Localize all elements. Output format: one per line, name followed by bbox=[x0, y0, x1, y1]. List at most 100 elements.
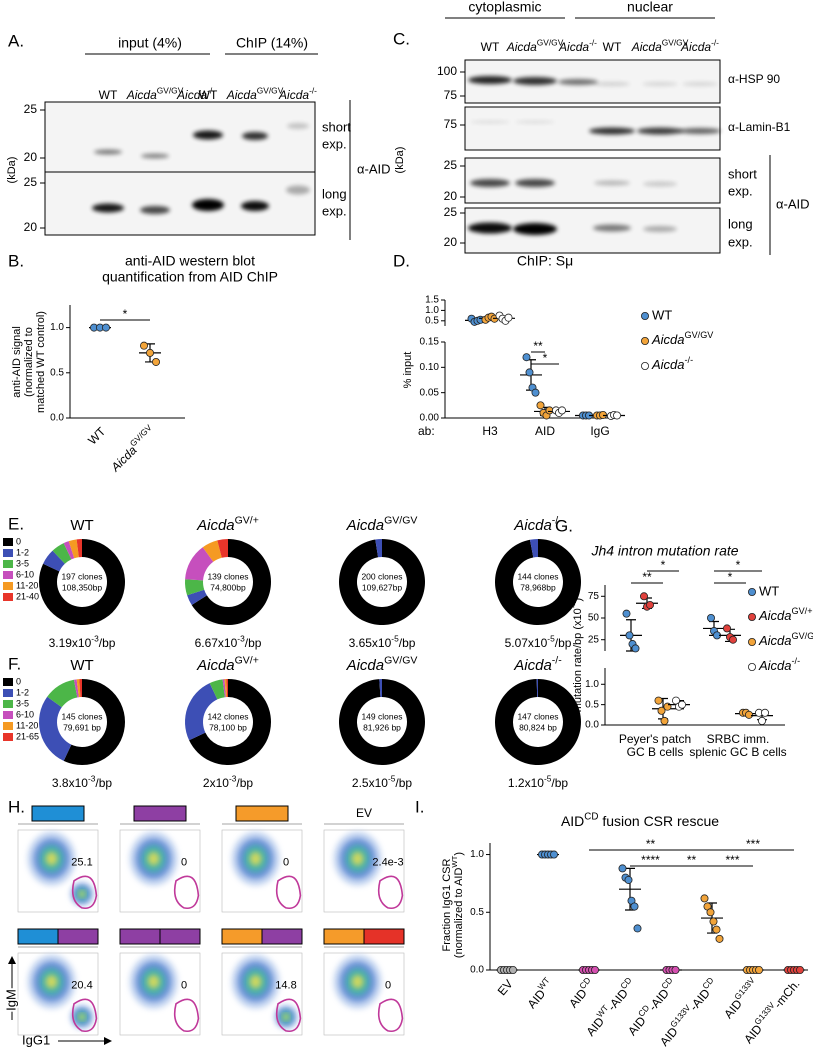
text-part: CD bbox=[584, 811, 598, 822]
text-part: AID bbox=[525, 987, 549, 1012]
center-label: 74,800bp bbox=[210, 582, 246, 592]
text-part: 1.2x10 bbox=[508, 776, 544, 790]
text-part: 3.8x10 bbox=[52, 776, 88, 790]
exposure-label: long bbox=[728, 216, 753, 231]
legend-label: 3-5 bbox=[16, 698, 29, 708]
data-point bbox=[139, 341, 148, 350]
legend-swatch bbox=[3, 560, 13, 568]
y-axis-label: IgM bbox=[3, 989, 18, 1011]
y-tick-label: 0.0 bbox=[470, 965, 484, 976]
text-part: /bp bbox=[555, 636, 572, 650]
y-tick-label: 25 bbox=[588, 634, 600, 645]
y-axis-label: matched WT control) bbox=[35, 311, 47, 413]
text-part: GV/GV bbox=[157, 86, 184, 96]
significance-label: *** bbox=[746, 837, 760, 851]
construct-box bbox=[159, 928, 201, 945]
exposure-label: short bbox=[322, 119, 351, 134]
donut-segment bbox=[222, 679, 226, 698]
cell-density bbox=[45, 851, 58, 866]
text-part: GV/GV bbox=[792, 631, 813, 641]
gate bbox=[377, 875, 404, 910]
text-part: Aicda bbox=[196, 517, 235, 534]
text-part: -/- bbox=[552, 654, 562, 666]
mw-label: 75 bbox=[444, 88, 458, 102]
legend-marker bbox=[641, 311, 650, 320]
data-point bbox=[504, 313, 513, 322]
legend-label: WT bbox=[652, 307, 672, 322]
data-point bbox=[646, 600, 655, 609]
donut-segment bbox=[38, 696, 72, 761]
center-label: 197 clones bbox=[61, 571, 102, 581]
y-tick-label: 1.0 bbox=[50, 322, 64, 333]
construct-box bbox=[261, 928, 303, 945]
blot-band bbox=[192, 199, 224, 211]
text-part: AID bbox=[566, 986, 590, 1011]
mw-label: 25 bbox=[444, 158, 458, 172]
blot-band bbox=[589, 127, 635, 135]
text-part: Aicda bbox=[558, 40, 589, 54]
cell-density bbox=[283, 1013, 289, 1021]
significance-label: ** bbox=[642, 570, 652, 584]
text-part: WT bbox=[450, 855, 459, 867]
text-part: -/- bbox=[552, 514, 562, 526]
legend-label: 1-2 bbox=[16, 687, 29, 697]
text-part: GV/GV bbox=[128, 422, 154, 448]
text-part: AID bbox=[721, 997, 745, 1022]
center-label: 79,691 bp bbox=[63, 722, 101, 732]
mw-label: 25 bbox=[24, 102, 38, 116]
text-part: (normalized to AID bbox=[453, 868, 465, 959]
significance-label: *** bbox=[725, 853, 739, 867]
text-part: Aicda bbox=[346, 657, 385, 674]
gate-value: 2.4e-3 bbox=[372, 857, 403, 869]
x-tick-label: EV bbox=[495, 977, 516, 998]
lane-label: AicdaGV/GV bbox=[631, 38, 689, 55]
blot-band bbox=[515, 120, 555, 124]
donut-segment bbox=[338, 679, 425, 766]
data-point bbox=[622, 609, 631, 618]
donut-segment bbox=[202, 540, 222, 562]
legend-swatch bbox=[3, 571, 13, 579]
exposure-label: short bbox=[728, 166, 757, 181]
donut-segment bbox=[185, 547, 214, 581]
panel-label: G. bbox=[555, 516, 573, 535]
text-part: AID bbox=[657, 1024, 681, 1049]
panel-label: E. bbox=[8, 514, 24, 533]
text-part: Aicda bbox=[176, 88, 207, 102]
legend-label: 6-10 bbox=[16, 709, 34, 719]
lane-label: Aicda-/- bbox=[558, 38, 597, 55]
pie-title: Aicda-/- bbox=[513, 514, 562, 534]
text-part: GV/+ bbox=[792, 606, 813, 616]
blot-band bbox=[193, 130, 223, 140]
donut-segment bbox=[495, 539, 582, 625]
cell-density bbox=[249, 974, 262, 989]
legend-swatch bbox=[3, 711, 13, 719]
legend-marker bbox=[641, 336, 650, 345]
donut-segment bbox=[529, 539, 538, 558]
x-axis-label: IgG1 bbox=[22, 1032, 50, 1047]
lane-label: WT bbox=[99, 88, 118, 102]
construct-box bbox=[133, 805, 187, 822]
blot-panel bbox=[464, 157, 721, 204]
y-tick-label: 1.0 bbox=[470, 849, 484, 860]
x-tick-label: IgG bbox=[590, 424, 609, 438]
blot-header: cytoplasmic bbox=[468, 0, 541, 15]
cell-density bbox=[351, 974, 364, 989]
text-part: -/- bbox=[792, 656, 801, 666]
construct-box bbox=[363, 928, 405, 945]
data-point bbox=[508, 966, 517, 975]
gate bbox=[275, 875, 302, 910]
blot-band bbox=[643, 226, 677, 232]
chart-title: AIDCD fusion CSR rescue bbox=[561, 811, 719, 828]
donut-segment bbox=[226, 679, 228, 698]
rate-label: 6.67x10-3/bp bbox=[195, 634, 262, 651]
data-point bbox=[591, 966, 600, 975]
text-part: /bp bbox=[95, 776, 112, 790]
data-point bbox=[536, 401, 545, 410]
blot-band bbox=[643, 181, 677, 187]
legend-swatch bbox=[3, 678, 13, 686]
blot-band bbox=[94, 149, 122, 155]
significance-label: * bbox=[543, 351, 548, 365]
rate-label: 2x10-3/bp bbox=[203, 774, 253, 791]
x-tick-label: AID bbox=[535, 424, 555, 438]
